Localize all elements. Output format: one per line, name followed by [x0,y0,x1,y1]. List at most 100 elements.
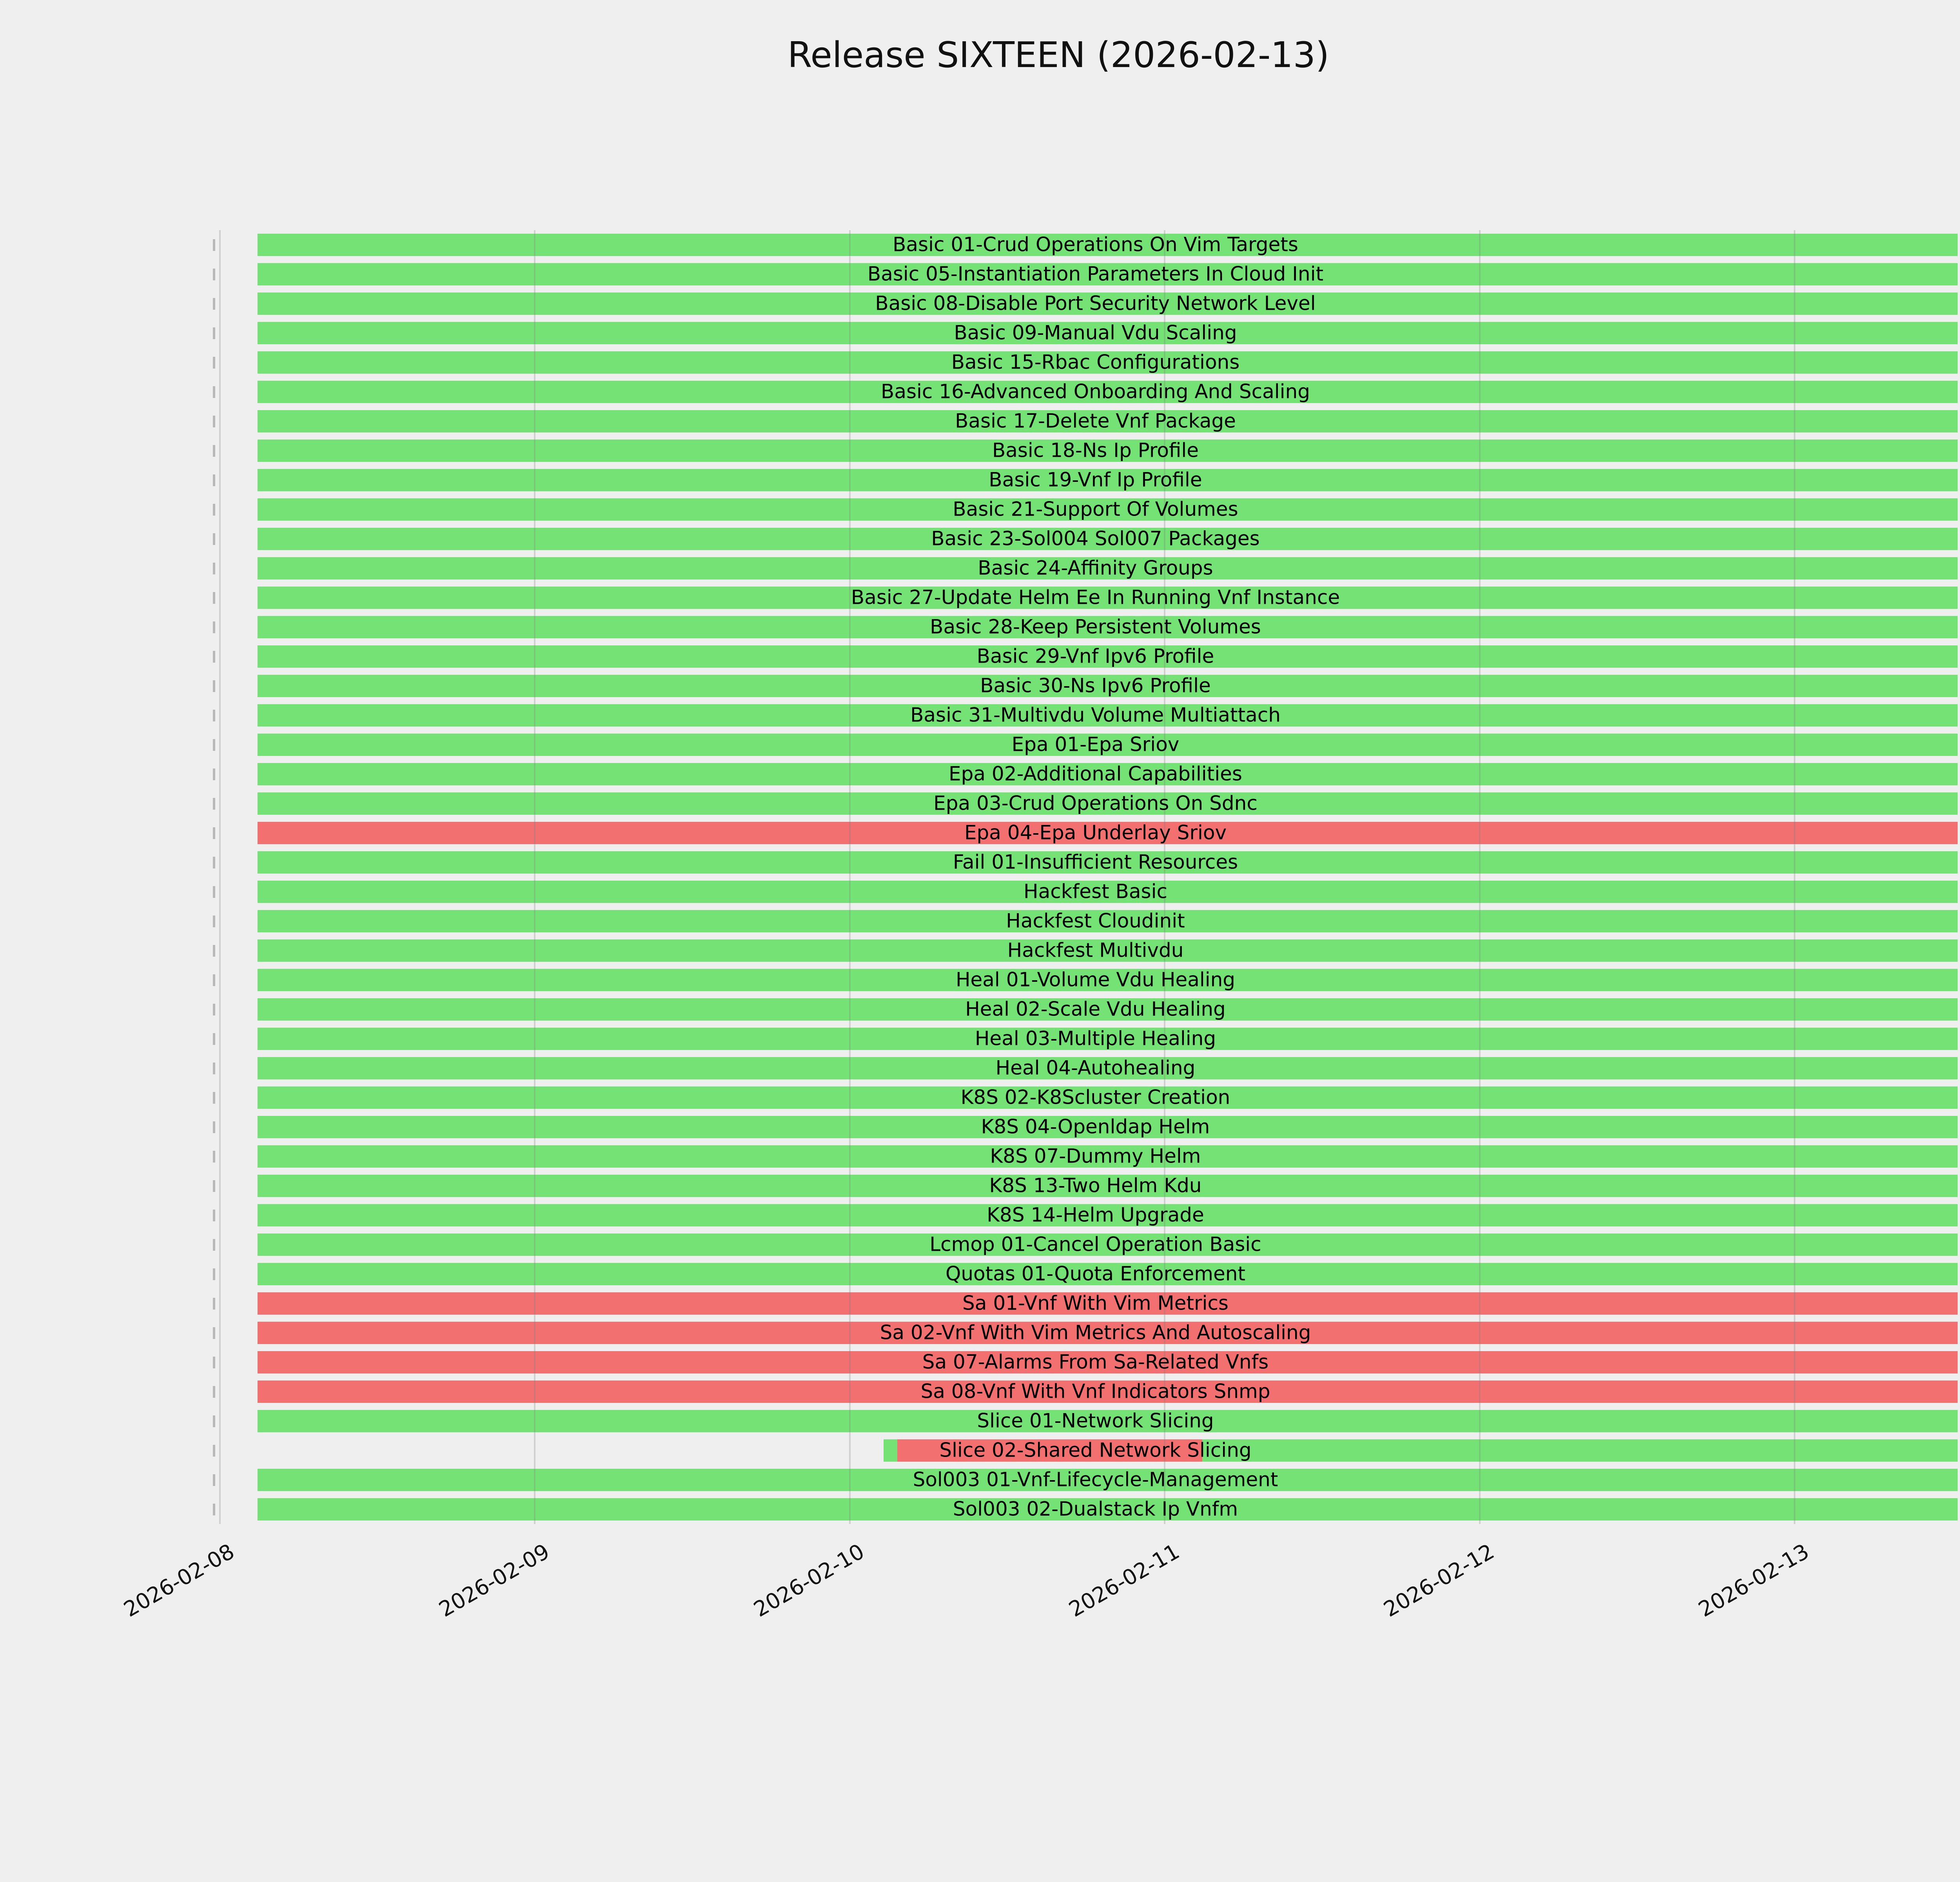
task-label: Sa 07-Alarms From Sa-Related Vnfs [922,1350,1269,1373]
task-label: Hackfest Multivdu [1007,938,1184,961]
y-axis-tick [213,974,215,986]
task-label: Sa 01-Vnf With Vim Metrics [962,1291,1229,1314]
task-row: Sa 02-Vnf With Vim Metrics And Autoscali… [213,1318,1960,1348]
task-label: Sa 08-Vnf With Vnf Indicators Snmp [920,1379,1270,1402]
task-label: Basic 21-Support Of Volumes [953,497,1238,520]
x-axis-label: 2026-02-10 [750,1539,869,1622]
task-bar-pass [258,557,1958,579]
y-axis-tick [213,709,215,721]
task-row: Fail 01-Insufficient Resources [213,848,1960,877]
task-row: Basic 01-Crud Operations On Vim Targets [213,230,1960,260]
task-row: Basic 27-Update Helm Ee In Running Vnf I… [213,583,1960,612]
y-axis-tick [213,1356,215,1368]
y-axis-tick [213,298,215,310]
y-axis-tick [213,1003,215,1015]
y-axis-tick [213,239,215,251]
y-axis-tick [213,445,215,457]
gridline [1793,230,1795,1524]
y-axis-tick [213,856,215,868]
task-bar-pass [258,1086,1958,1109]
task-bar-fail [258,1322,1958,1344]
task-row: Hackfest Multivdu [213,936,1960,965]
y-axis-tick [213,592,215,604]
task-row: Epa 01-Epa Sriov [213,730,1960,759]
y-axis-tick [213,680,215,692]
task-bar-pass [258,351,1958,374]
task-label: Fail 01-Insufficient Resources [953,850,1238,873]
gridline [1479,230,1481,1524]
gridline [534,230,536,1524]
y-axis-tick [213,268,215,280]
task-bar-pass [258,1145,1958,1168]
task-bar-pass [258,998,1958,1021]
task-bar-pass [258,410,1958,432]
gridline [849,230,851,1524]
task-row: Hackfest Basic [213,877,1960,906]
task-bar-pass [258,528,1958,550]
task-bar-pass [258,440,1958,462]
y-axis-tick [213,1209,215,1221]
y-axis-tick [213,1150,215,1163]
task-label: Basic 15-Rbac Configurations [951,350,1240,373]
task-bar-pass [258,763,1958,785]
task-bar-pass [258,704,1958,727]
task-label: Slice 02-Shared Network Slicing [939,1438,1252,1461]
task-row: K8S 13-Two Helm Kdu [213,1171,1960,1201]
task-row: Slice 02-Shared Network Slicing [213,1436,1960,1465]
y-axis-tick [213,1062,215,1074]
task-bar-pass [258,587,1958,609]
task-label: Heal 02-Scale Vdu Healing [965,997,1226,1020]
task-label: Hackfest Cloudinit [1006,909,1185,932]
task-label: Basic 19-Vnf Ip Profile [989,468,1202,491]
y-axis-tick [213,503,215,516]
chart-title: Release SIXTEEN (2026-02-13) [788,35,1329,76]
task-bar-pass [258,381,1958,403]
task-row: Sol003 01-Vnf-Lifecycle-Management [213,1465,1960,1495]
task-label: Basic 30-Ns Ipv6 Profile [980,674,1211,697]
task-label: Basic 05-Instantiation Parameters In Clo… [867,262,1324,285]
y-axis-tick [213,1092,215,1104]
task-label: Sol003 02-Dualstack Ip Vnfm [953,1497,1238,1520]
task-bar-pass [258,1498,1958,1520]
y-axis-tick [213,621,215,633]
x-axis-label: 2026-02-12 [1379,1539,1499,1622]
plot-area: Basic 01-Crud Operations On Vim Targets … [213,230,1960,1524]
task-label: Basic 29-Vnf Ipv6 Profile [976,644,1214,667]
task-label: Basic 01-Crud Operations On Vim Targets [893,233,1298,256]
task-bar-pass [258,469,1958,491]
task-bar-pass [258,292,1958,315]
task-label: Basic 18-Ns Ip Profile [992,438,1199,461]
task-label: Basic 27-Update Helm Ee In Running Vnf I… [851,585,1340,609]
task-bar-fail [897,1439,1203,1462]
task-row: Heal 04-Autohealing [213,1054,1960,1083]
task-row: Epa 04-Epa Underlay Sriov [213,818,1960,848]
task-bar-pass [258,263,1958,285]
task-bar-pass [258,675,1958,697]
task-label: Quotas 01-Quota Enforcement [945,1262,1246,1285]
y-axis-tick [213,915,215,927]
y-axis-tick [213,886,215,898]
task-bar-pass [258,234,1958,256]
task-row: Basic 31-Multivdu Volume Multiattach [213,701,1960,730]
task-bar-pass [258,734,1958,756]
task-row: K8S 14-Helm Upgrade [213,1201,1960,1230]
task-bar-pass [258,1116,1958,1138]
task-bar-pass [258,322,1958,344]
task-label: Heal 01-Volume Vdu Healing [955,968,1236,991]
x-axis-label: 2026-02-08 [120,1539,239,1622]
task-label: Basic 08-Disable Port Security Network L… [875,291,1316,314]
task-label: Epa 02-Additional Capabilities [949,762,1242,785]
task-label: Heal 04-Autohealing [995,1056,1196,1079]
task-row: Basic 28-Keep Persistent Volumes [213,612,1960,642]
x-axis-label: 2026-02-13 [1694,1539,1813,1622]
task-bar-pass [258,1028,1958,1050]
task-row: Basic 17-Delete Vnf Package [213,407,1960,436]
task-bar-pass [258,645,1958,668]
task-row: Basic 19-Vnf Ip Profile [213,465,1960,495]
y-axis-tick [213,768,215,780]
y-axis-tick [213,474,215,486]
y-axis-tick [213,1386,215,1398]
task-row: Epa 03-Crud Operations On Sdnc [213,789,1960,818]
y-axis-tick [213,1180,215,1192]
task-row: Sa 01-Vnf With Vim Metrics [213,1289,1960,1318]
